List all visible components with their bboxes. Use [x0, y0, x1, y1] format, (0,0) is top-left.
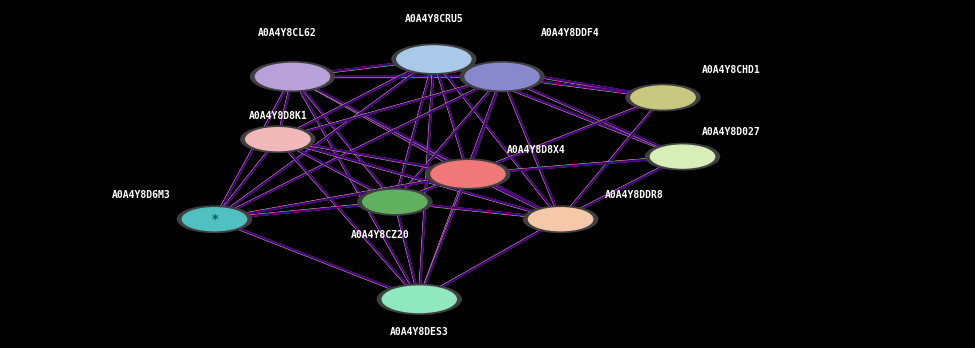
Circle shape — [382, 286, 456, 313]
Circle shape — [251, 62, 334, 92]
Text: A0A4Y8D027: A0A4Y8D027 — [702, 127, 760, 137]
Text: A0A4Y8D8K1: A0A4Y8D8K1 — [249, 111, 307, 121]
Circle shape — [524, 206, 598, 232]
Text: *: * — [212, 213, 217, 226]
Circle shape — [465, 63, 539, 90]
Circle shape — [246, 128, 310, 151]
Text: A0A4Y8DDF4: A0A4Y8DDF4 — [541, 28, 600, 38]
Circle shape — [392, 44, 476, 74]
Circle shape — [397, 46, 471, 72]
Text: A0A4Y8D6M3: A0A4Y8D6M3 — [112, 190, 171, 200]
Circle shape — [255, 63, 330, 90]
Circle shape — [460, 62, 544, 92]
Circle shape — [426, 159, 510, 189]
Circle shape — [631, 86, 695, 109]
Circle shape — [358, 189, 432, 215]
Circle shape — [431, 161, 505, 187]
Text: A0A4Y8DDR8: A0A4Y8DDR8 — [604, 190, 663, 200]
Text: A0A4Y8CHD1: A0A4Y8CHD1 — [702, 65, 760, 74]
Text: A0A4Y8D8X4: A0A4Y8D8X4 — [507, 145, 566, 155]
Circle shape — [177, 206, 252, 232]
Text: A0A4Y8CRU5: A0A4Y8CRU5 — [405, 14, 463, 24]
Text: A0A4Y8DES3: A0A4Y8DES3 — [390, 327, 448, 337]
Circle shape — [650, 145, 715, 168]
Text: A0A4Y8CL62: A0A4Y8CL62 — [258, 28, 317, 38]
Circle shape — [377, 284, 461, 314]
Circle shape — [363, 190, 427, 213]
Circle shape — [241, 126, 315, 152]
Circle shape — [626, 84, 700, 111]
Circle shape — [528, 208, 593, 231]
Circle shape — [645, 143, 720, 170]
Circle shape — [182, 208, 247, 231]
Text: A0A4Y8CZ20: A0A4Y8CZ20 — [351, 230, 410, 240]
